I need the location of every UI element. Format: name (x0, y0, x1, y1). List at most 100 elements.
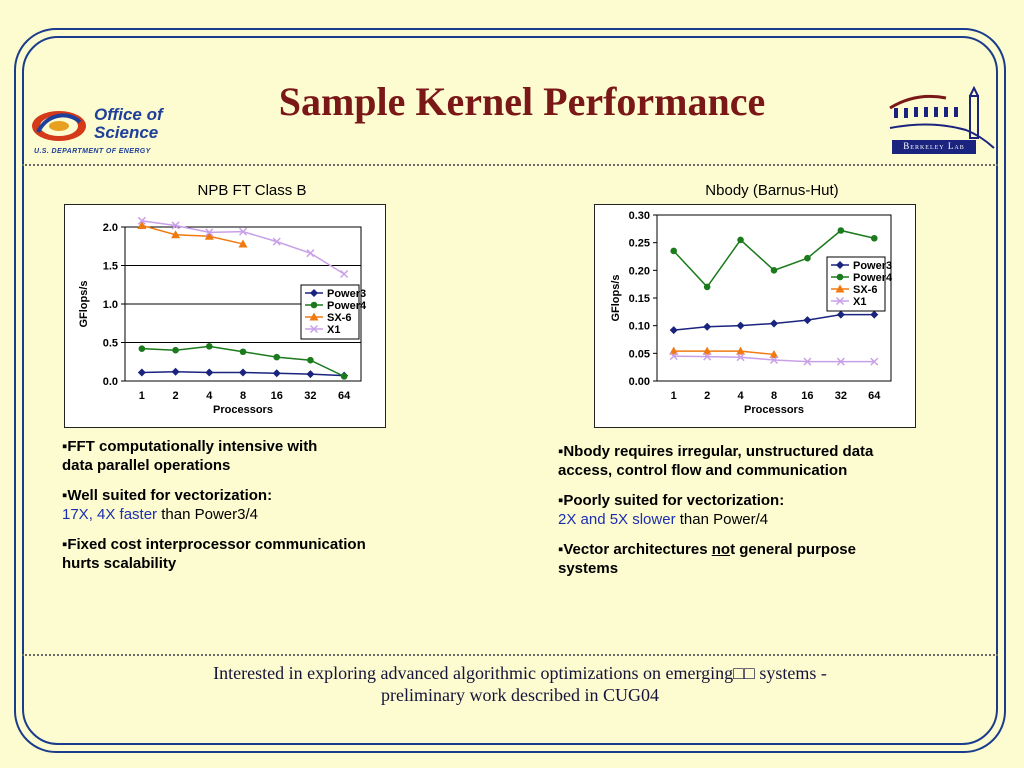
data-point-power4 (307, 356, 314, 364)
office-of-science-logo: Office of Science U.S. DEPARTMENT OF ENE… (30, 104, 176, 160)
data-point-x1 (205, 228, 214, 237)
y-tick-label: 0.30 (629, 210, 650, 222)
legend-marker (836, 273, 844, 281)
data-point-x1 (272, 237, 281, 246)
data-point-power3 (306, 370, 315, 379)
slide-footer: Interested in exploring advanced algorit… (130, 662, 910, 706)
data-point-power4 (837, 227, 845, 234)
data-point-x1 (238, 227, 248, 236)
data-point-sx-6 (204, 231, 214, 240)
series-line-sx-6 (673, 350, 775, 356)
data-point-power3 (272, 369, 281, 378)
berkeley-campanile-icon (889, 85, 995, 154)
right-bullet-3-post: t general purpose (730, 541, 856, 558)
berkeley-lab-label: Berkeley Lab (903, 141, 965, 151)
data-point-power4 (670, 247, 678, 255)
left-bullet-3-line1: Fixed cost interprocessor communication (67, 536, 366, 553)
data-point-power3 (803, 316, 812, 325)
doe-swirl-icon (32, 111, 86, 141)
data-point-power3 (703, 322, 712, 331)
x-tick-label: 4 (206, 390, 213, 402)
data-point-power3 (836, 310, 845, 319)
data-point-power3 (137, 368, 146, 377)
data-point-x1 (769, 355, 779, 365)
data-point-x1 (803, 357, 812, 366)
footer-divider (22, 654, 998, 656)
x-tick-label: 1 (139, 390, 145, 402)
y-tick-label: 1.5 (103, 261, 118, 273)
right-bullet-2-highlight: 2X and 5X slower (558, 511, 676, 528)
legend-marker (835, 296, 845, 306)
right-bullet-2-rest: than Power/4 (675, 511, 769, 528)
berkeley-lab-logo: Berkeley Lab (886, 78, 1006, 160)
chart-nbody-svg: 0.00 0.05 0.10 0.15 0.20 0.25 0.30 1 2 4 8 16 32 64 Pr… (610, 210, 893, 416)
data-point-x1 (870, 357, 879, 366)
data-point-x1 (703, 352, 712, 361)
x-tick-label: 4 (738, 390, 745, 402)
y-tick-label: 0.20 (629, 265, 650, 277)
data-point-x1 (669, 352, 678, 361)
legend-label: X1 (853, 296, 866, 308)
data-point-sx-6 (769, 349, 779, 358)
chart-caption-nbody: Nbody (Barnus-Hut) (705, 182, 839, 199)
x-tick-label: 8 (771, 390, 777, 402)
legend-box (300, 284, 360, 340)
slide-border-inner (22, 36, 998, 745)
data-point-power3 (171, 367, 180, 376)
data-point-power4 (239, 348, 247, 356)
right-bullet-list: ▪Nbody requires irregular, unstructured … (558, 442, 958, 589)
x-tick-label: 1 (671, 390, 677, 402)
legend-label: SX-6 (327, 312, 351, 324)
right-bullet-3-underlined: no (711, 541, 731, 558)
x-axis-label: Processors (213, 404, 273, 416)
right-bullet-3: ▪Vector architectures not general purpos… (558, 541, 856, 577)
data-point-sx-6 (669, 346, 679, 355)
title-divider (22, 164, 998, 166)
y-tick-label: 0.25 (629, 238, 650, 250)
left-bullet-2: ▪Well suited for vectorization: 17X, 4X f… (62, 487, 273, 523)
chart-caption-npb-ft: NPB FT Class B (197, 182, 307, 199)
left-bullet-1-line2: data parallel operations (62, 457, 231, 474)
left-bullet-3: ▪Fixed cost interprocessor communication… (62, 536, 366, 572)
data-point-power4 (205, 343, 213, 350)
chart-npb-ft: 0.0 0.5 1.0 1.5 2.0 1 2 4 8 16 32 64 Processors GFlop… (64, 204, 386, 428)
data-point-power4 (138, 345, 146, 352)
slide-title: Sample Kernel Performance (278, 79, 766, 124)
legend-label: Power3 (853, 260, 892, 272)
y-tick-label: 0.0 (103, 376, 118, 388)
left-bullet-1: ▪FFT computationally intensive with data… (62, 438, 318, 474)
data-point-power3 (669, 326, 678, 335)
x-tick-label: 16 (801, 390, 813, 402)
right-bullet-1: ▪Nbody requires irregular, unstructured … (558, 443, 874, 479)
right-bullet-3-line2: systems (558, 560, 619, 577)
data-point-power3 (205, 368, 214, 377)
data-point-x1 (836, 357, 845, 366)
y-tick-label: 0.00 (629, 376, 650, 388)
legend-label: Power3 (327, 288, 366, 300)
y-tick-label: 0.10 (629, 321, 650, 333)
data-point-power4 (172, 346, 179, 354)
y-tick-label: 0.5 (103, 338, 118, 350)
x-tick-label: 64 (338, 390, 351, 402)
y-tick-label: 2.0 (103, 222, 118, 234)
data-point-sx-6 (736, 346, 746, 355)
data-point-power3 (770, 319, 778, 328)
footer-line1: Interested in exploring advanced algorit… (213, 663, 827, 683)
data-point-x1 (137, 216, 146, 225)
data-point-power4 (737, 236, 744, 244)
legend-marker (836, 261, 844, 269)
left-bullet-2-highlight: 17X, 4X faster (62, 506, 158, 523)
chart-npb-ft-svg: 0.0 0.5 1.0 1.5 2.0 1 2 4 8 16 32 64 Processors GFlop… (78, 216, 367, 416)
right-bullet-2-line1: Poorly suited for vectorization: (563, 492, 785, 509)
legend-marker (309, 324, 319, 334)
legend-label: Power4 (853, 272, 893, 284)
x-tick-label: 32 (835, 390, 847, 402)
slide-border-outer (14, 28, 1006, 753)
left-bullet-list: ▪FFT computationally intensive with data… (62, 437, 442, 584)
x-tick-label: 8 (240, 390, 246, 402)
data-point-sx-6 (171, 230, 181, 239)
data-point-sx-6 (702, 346, 712, 355)
right-bullet-2: ▪Poorly suited for vectorization: 2X and … (558, 492, 785, 528)
data-point-x1 (306, 249, 315, 258)
data-point-power4 (870, 234, 878, 242)
